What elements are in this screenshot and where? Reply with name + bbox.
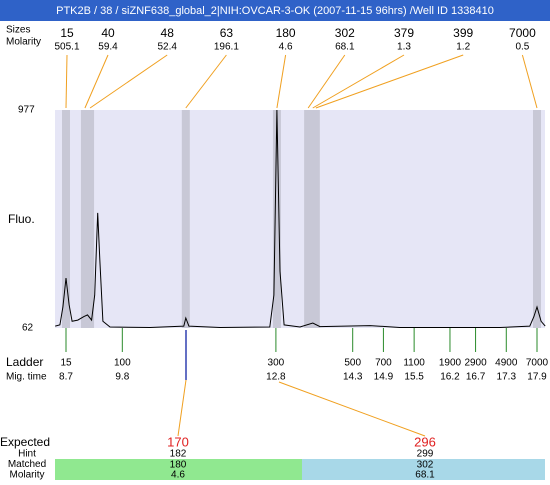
peak-connector: [312, 54, 405, 109]
peak-size: 15: [60, 26, 74, 40]
title: PTK2B / 38 / siZNF638_global_2|NIH:OVCAR…: [56, 5, 494, 17]
y-max-label: 977: [18, 105, 35, 116]
row-label: Matched: [8, 459, 46, 470]
sizes-label: Sizes: [6, 25, 30, 36]
peak-band: [86, 110, 95, 328]
peak-size: 7000: [509, 26, 536, 40]
ladder-label: Ladder: [6, 355, 43, 369]
ladder-size: 2900: [464, 358, 487, 369]
ladder-time: 17.9: [527, 372, 547, 383]
ladder-time: 16.2: [440, 372, 460, 383]
peak-connector: [307, 54, 346, 109]
expected-label: Expected: [0, 435, 50, 449]
peak-connector: [315, 54, 464, 109]
plot-area: [55, 110, 545, 328]
expected-value: 296: [414, 434, 436, 449]
peak-size: 302: [335, 26, 355, 40]
peak-molarity: 196.1: [214, 42, 239, 53]
y-min-label: 62: [22, 323, 34, 334]
mig-time-label: Mig. time: [6, 372, 47, 383]
ladder-time: 16.7: [466, 372, 486, 383]
expected-connector: [278, 381, 426, 437]
peak-molarity: 52.4: [157, 42, 177, 53]
peak-band: [304, 110, 313, 328]
peak-connector: [276, 54, 287, 109]
molarity-value: 68.1: [415, 470, 435, 480]
ladder-size: 7000: [526, 358, 549, 369]
ladder-time: 12.8: [266, 372, 286, 383]
peak-connector: [185, 54, 227, 109]
peak-molarity: 59.4: [98, 42, 118, 53]
ladder-time: 17.3: [497, 372, 517, 383]
peak-connector: [84, 54, 109, 109]
peak-connector: [521, 54, 538, 109]
peak-molarity: 1.3: [397, 42, 411, 53]
peak-molarity: 0.5: [515, 42, 529, 53]
expected-connector: [177, 379, 187, 437]
y-axis-label: Fluo.: [8, 212, 35, 226]
hint-value: 299: [417, 449, 434, 460]
column-bg: [302, 459, 545, 480]
ladder-time: 15.5: [404, 372, 424, 383]
peak-connector: [89, 54, 168, 109]
ladder-size: 100: [114, 358, 131, 369]
ladder-size: 1100: [403, 358, 425, 369]
peak-size: 180: [276, 26, 296, 40]
matched-value: 302: [417, 460, 434, 471]
ladder-size: 1900: [439, 358, 462, 369]
molarity-label: Molarity: [6, 37, 41, 48]
ladder-time: 14.3: [343, 372, 363, 383]
peak-size: 40: [101, 26, 115, 40]
trace: [55, 109, 546, 329]
expected-value: 170: [167, 434, 189, 449]
peak-size: 63: [220, 26, 234, 40]
hint-value: 182: [170, 449, 187, 460]
peak-band: [181, 110, 190, 328]
peak-molarity: 4.6: [279, 42, 293, 53]
ladder-size: 15: [60, 358, 72, 369]
title-bar: [0, 0, 550, 21]
peak-size: 48: [161, 26, 175, 40]
peak-band: [80, 110, 89, 328]
peak-band: [272, 110, 281, 328]
ladder-time: 9.8: [115, 372, 129, 383]
ladder-time: 8.7: [59, 372, 73, 383]
matched-value: 180: [170, 460, 187, 471]
column-bg: [55, 459, 302, 480]
peak-size: 399: [453, 26, 473, 40]
ladder-size: 300: [268, 358, 285, 369]
peak-band: [533, 110, 541, 328]
peak-band: [311, 110, 320, 328]
ladder-size: 700: [375, 358, 392, 369]
ladder-size: 4900: [495, 358, 518, 369]
peak-molarity: 68.1: [335, 42, 355, 53]
peak-molarity: 1.2: [456, 42, 470, 53]
row-label: Molarity: [9, 470, 44, 480]
peak-connector: [65, 54, 68, 109]
row-label: Hint: [18, 449, 36, 460]
peak-band: [62, 110, 70, 328]
ladder-size: 500: [344, 358, 361, 369]
peak-molarity: 505.1: [54, 42, 79, 53]
ladder-time: 14.9: [374, 372, 394, 383]
molarity-value: 4.6: [171, 470, 185, 480]
peak-size: 379: [394, 26, 414, 40]
